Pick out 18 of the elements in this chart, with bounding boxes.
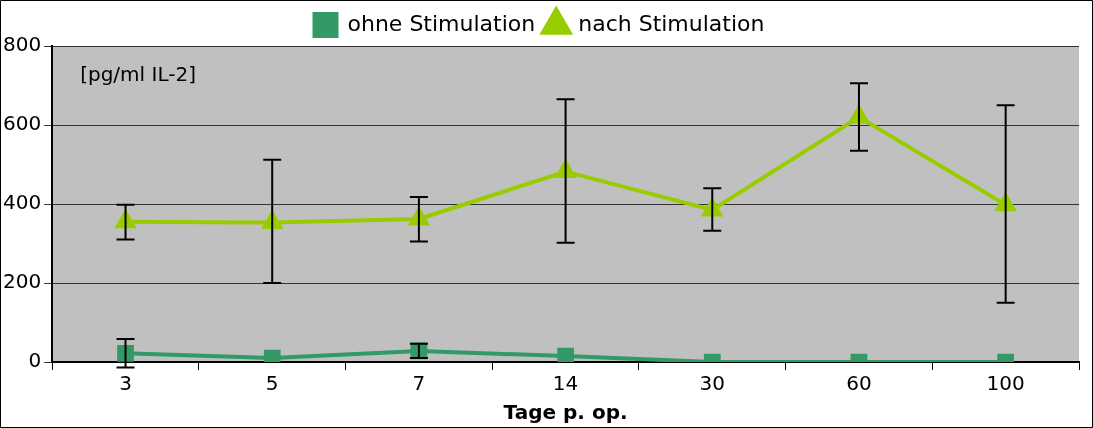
- x-tick-label: 7: [412, 371, 426, 396]
- point: [557, 347, 574, 362]
- x-tick-label: 3: [119, 371, 132, 396]
- x-tick-label: 30: [699, 371, 725, 396]
- y-tick-label: 800: [2, 32, 42, 57]
- x-tick-label: 5: [265, 371, 279, 396]
- x-tick-label: 100: [986, 371, 1025, 396]
- y-tick-label: 0: [28, 348, 42, 373]
- y-axis-title: [pg/ml IL-2]: [80, 62, 196, 87]
- point: [263, 349, 281, 362]
- legend-label: nach Stimulation: [578, 10, 765, 36]
- x-tick-label: 60: [846, 371, 872, 396]
- x-tick-label: 14: [552, 371, 579, 396]
- y-tick-label: 400: [2, 190, 42, 215]
- y-tick-label: 600: [2, 111, 42, 136]
- x-axis-title: Tage p. op.: [503, 400, 628, 425]
- legend-label: ohne Stimulation: [347, 10, 536, 36]
- y-tick-label: 200: [2, 269, 42, 294]
